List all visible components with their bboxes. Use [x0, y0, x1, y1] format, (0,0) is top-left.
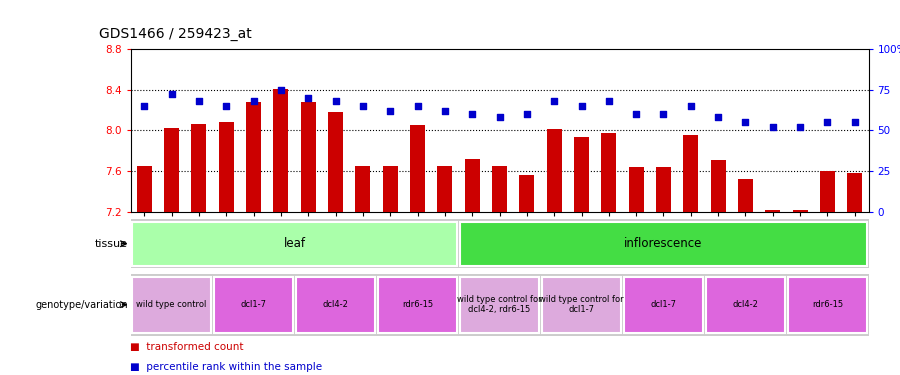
Text: rdr6-15: rdr6-15: [812, 300, 843, 309]
Text: ■  transformed count: ■ transformed count: [130, 342, 244, 352]
Text: tissue: tissue: [94, 239, 128, 249]
Bar: [519, 175, 535, 212]
Point: [328, 98, 343, 104]
Point: [356, 103, 370, 109]
Bar: [765, 210, 780, 212]
Bar: [192, 124, 206, 212]
Point: [219, 103, 233, 109]
Text: leaf: leaf: [284, 237, 305, 250]
Bar: [378, 277, 457, 333]
Bar: [437, 166, 453, 212]
Text: wild type control: wild type control: [136, 300, 207, 309]
Point: [820, 119, 834, 125]
Bar: [131, 277, 212, 333]
Point: [247, 98, 261, 104]
Point: [465, 111, 480, 117]
Point: [165, 92, 179, 98]
Bar: [601, 134, 617, 212]
Point: [383, 108, 398, 114]
Bar: [711, 160, 725, 212]
Point: [274, 87, 288, 93]
Point: [192, 98, 206, 104]
Text: dcl1-7: dcl1-7: [651, 300, 677, 309]
Point: [574, 103, 589, 109]
Bar: [382, 166, 398, 212]
Text: ■  percentile rank within the sample: ■ percentile rank within the sample: [130, 363, 322, 372]
Bar: [464, 159, 480, 212]
Bar: [137, 166, 152, 212]
Point: [684, 103, 698, 109]
Text: GDS1466 / 259423_at: GDS1466 / 259423_at: [99, 27, 252, 41]
Text: genotype/variation: genotype/variation: [35, 300, 128, 310]
Bar: [546, 129, 562, 212]
Text: dcl4-2: dcl4-2: [322, 300, 348, 309]
Bar: [246, 102, 261, 212]
Text: inflorescence: inflorescence: [625, 237, 703, 250]
Point: [492, 114, 507, 120]
Bar: [301, 102, 316, 212]
Point: [301, 95, 315, 101]
Bar: [295, 277, 375, 333]
Text: rdr6-15: rdr6-15: [402, 300, 433, 309]
Point: [629, 111, 643, 117]
Point: [547, 98, 562, 104]
Text: wild type control for
dcl1-7: wild type control for dcl1-7: [539, 295, 624, 314]
Point: [137, 103, 151, 109]
Bar: [738, 179, 753, 212]
Bar: [219, 122, 234, 212]
Bar: [460, 222, 868, 266]
Bar: [706, 277, 786, 333]
Point: [848, 119, 862, 125]
Bar: [492, 166, 507, 212]
Point: [437, 108, 452, 114]
Bar: [793, 210, 807, 212]
Bar: [410, 125, 425, 212]
Bar: [328, 112, 343, 212]
Point: [793, 124, 807, 130]
Bar: [213, 277, 293, 333]
Point: [410, 103, 425, 109]
Bar: [847, 173, 862, 212]
Point: [601, 98, 616, 104]
Point: [656, 111, 670, 117]
Text: dcl1-7: dcl1-7: [240, 300, 266, 309]
Point: [738, 119, 752, 125]
Bar: [574, 138, 589, 212]
Bar: [164, 128, 179, 212]
Bar: [131, 222, 457, 266]
Bar: [628, 167, 644, 212]
Bar: [656, 167, 671, 212]
Bar: [542, 277, 621, 333]
Bar: [820, 171, 835, 212]
Bar: [624, 277, 704, 333]
Point: [766, 124, 780, 130]
Bar: [788, 277, 868, 333]
Bar: [460, 277, 539, 333]
Point: [711, 114, 725, 120]
Bar: [274, 88, 288, 212]
Text: wild type control for
dcl4-2, rdr6-15: wild type control for dcl4-2, rdr6-15: [457, 295, 542, 314]
Point: [519, 111, 534, 117]
Text: dcl4-2: dcl4-2: [733, 300, 759, 309]
Bar: [356, 166, 371, 212]
Bar: [683, 135, 698, 212]
